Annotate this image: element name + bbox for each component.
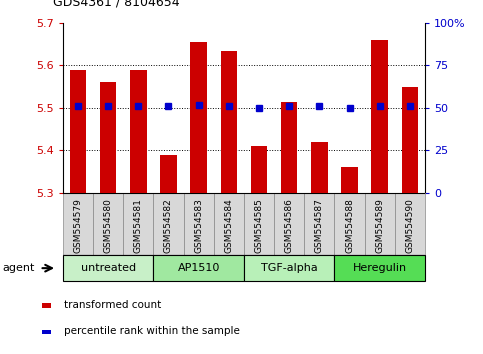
Bar xyxy=(100,82,116,193)
Bar xyxy=(395,193,425,255)
Text: transformed count: transformed count xyxy=(64,300,161,310)
Text: TGF-alpha: TGF-alpha xyxy=(261,263,317,273)
Bar xyxy=(154,193,184,255)
Bar xyxy=(334,193,365,255)
Bar xyxy=(304,193,334,255)
Bar xyxy=(154,255,244,281)
Bar xyxy=(213,193,244,255)
Text: GSM554589: GSM554589 xyxy=(375,198,384,253)
Bar xyxy=(311,142,327,193)
Text: GSM554585: GSM554585 xyxy=(255,198,264,253)
Bar xyxy=(281,102,298,193)
Bar xyxy=(274,193,304,255)
Text: untreated: untreated xyxy=(81,263,136,273)
Text: Heregulin: Heregulin xyxy=(353,263,407,273)
Text: GDS4361 / 8104654: GDS4361 / 8104654 xyxy=(53,0,180,9)
Bar xyxy=(93,193,123,255)
Bar xyxy=(341,167,358,193)
Text: agent: agent xyxy=(2,263,35,273)
Bar xyxy=(42,330,52,334)
Bar xyxy=(244,193,274,255)
Text: AP1510: AP1510 xyxy=(177,263,220,273)
Bar xyxy=(334,255,425,281)
Text: GSM554587: GSM554587 xyxy=(315,198,324,253)
Bar xyxy=(365,193,395,255)
Text: GSM554588: GSM554588 xyxy=(345,198,354,253)
Bar xyxy=(63,193,93,255)
Text: GSM554584: GSM554584 xyxy=(224,198,233,253)
Bar xyxy=(70,70,86,193)
Bar xyxy=(42,303,52,308)
Bar xyxy=(123,193,154,255)
Bar xyxy=(184,193,213,255)
Bar xyxy=(160,155,177,193)
Bar xyxy=(371,40,388,193)
Bar xyxy=(244,255,334,281)
Bar xyxy=(63,255,154,281)
Text: GSM554582: GSM554582 xyxy=(164,198,173,253)
Text: GSM554580: GSM554580 xyxy=(103,198,113,253)
Text: GSM554579: GSM554579 xyxy=(73,198,83,253)
Bar xyxy=(190,42,207,193)
Text: percentile rank within the sample: percentile rank within the sample xyxy=(64,326,240,336)
Bar xyxy=(402,87,418,193)
Text: GSM554583: GSM554583 xyxy=(194,198,203,253)
Bar xyxy=(221,51,237,193)
Bar xyxy=(130,70,146,193)
Text: GSM554590: GSM554590 xyxy=(405,198,414,253)
Bar xyxy=(251,146,267,193)
Text: GSM554586: GSM554586 xyxy=(284,198,294,253)
Text: GSM554581: GSM554581 xyxy=(134,198,143,253)
